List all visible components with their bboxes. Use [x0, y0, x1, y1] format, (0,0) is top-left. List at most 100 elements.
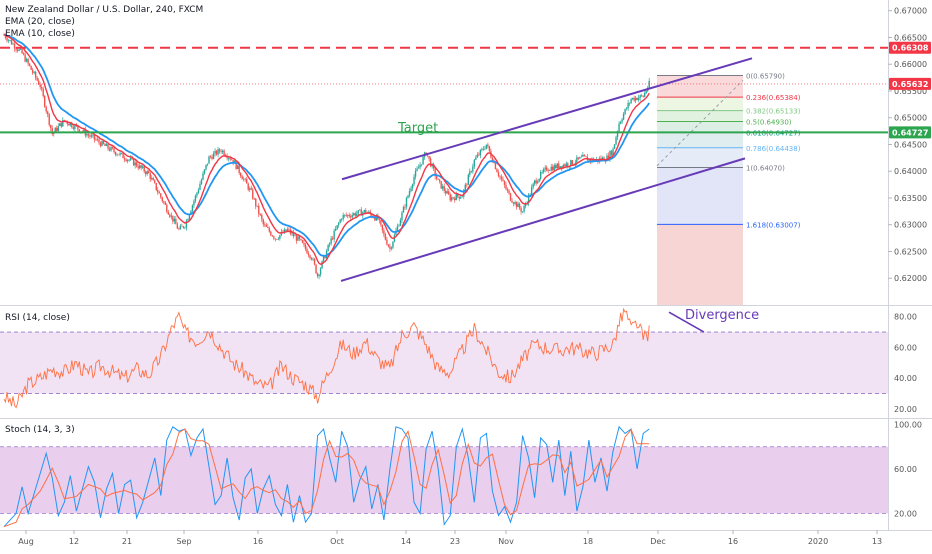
candle-body [9, 40, 11, 41]
stoch-tick-label: 20.00 [894, 509, 917, 518]
candle-body [111, 147, 114, 149]
candle-body [552, 166, 554, 171]
candle-body [252, 189, 254, 199]
candle-body [318, 274, 320, 277]
candle-body [15, 48, 17, 50]
candle-body [331, 238, 334, 240]
price-tag-label: 0.66308 [892, 44, 929, 53]
channel-lower-line[interactable] [340, 157, 746, 282]
candle-body [630, 99, 632, 103]
fib-zone [657, 224, 743, 305]
candle-body [107, 144, 109, 149]
ema10-line[interactable] [3, 34, 650, 265]
candle-body [556, 163, 558, 169]
candle-body [123, 158, 126, 160]
candle-body [342, 215, 344, 220]
divergence-label: Divergence [685, 308, 759, 323]
candle-body [267, 226, 269, 228]
candle-body [616, 131, 619, 138]
candle-body [277, 238, 280, 240]
candle-body [56, 127, 58, 131]
fib-level-label: 0(0.65790) [746, 72, 785, 80]
candle-body [488, 146, 491, 152]
ema20-line[interactable] [3, 33, 650, 257]
candle-body [247, 183, 249, 190]
candle-body [182, 226, 185, 228]
candle-body [455, 194, 457, 201]
candle-body [469, 171, 471, 175]
channel-upper-line[interactable] [341, 57, 753, 181]
candle-body [404, 206, 406, 208]
candle-body [42, 88, 44, 97]
candle-body [440, 181, 442, 189]
candle-body [365, 210, 367, 213]
candle-body [96, 139, 99, 141]
candle-body [7, 40, 10, 41]
candle-body [59, 123, 61, 127]
price-tick-label: 0.62500 [894, 247, 927, 256]
candle-body [443, 186, 445, 191]
candle-body [77, 126, 79, 130]
candle-body [265, 224, 268, 227]
candle-body [353, 213, 355, 215]
candle-body [126, 159, 129, 162]
candle-body [283, 229, 286, 234]
candle-body [517, 203, 519, 208]
candle-body [399, 219, 402, 226]
candle-body [509, 193, 512, 201]
candle-body [631, 97, 634, 100]
candle-body [446, 191, 448, 194]
candle-body [321, 261, 323, 269]
candle-body [561, 166, 563, 169]
candle-body [264, 224, 266, 225]
candle-body [258, 205, 260, 214]
candle-body [167, 211, 170, 215]
candle-body [333, 230, 335, 240]
candle-body [262, 219, 264, 225]
candle-body [128, 159, 130, 161]
fib-level-label: 0.236(0.65384) [746, 94, 801, 102]
candle-body [226, 156, 228, 159]
candle-body [68, 123, 70, 126]
candle-body [220, 151, 222, 152]
candle-body [484, 148, 486, 150]
candle-body [143, 166, 145, 172]
time-tick-label: Nov [498, 537, 514, 546]
candle-body [619, 121, 622, 124]
candle-body [422, 156, 424, 165]
candle-body [499, 175, 501, 177]
candle-body [187, 219, 189, 221]
candle-body [13, 43, 16, 49]
candle-body [223, 150, 225, 156]
rsi-line[interactable] [3, 307, 650, 409]
price-tag [889, 41, 931, 54]
candle-body [125, 159, 127, 162]
stoch-d-line[interactable] [3, 428, 650, 528]
candle-body [467, 174, 470, 185]
candle-body [535, 180, 537, 184]
fib-zone [657, 75, 743, 98]
candle-body [250, 188, 252, 190]
candle-body [194, 195, 197, 201]
candle-body [420, 164, 423, 165]
candle-body [523, 205, 525, 212]
fib-zone [657, 97, 743, 111]
candle-body [179, 225, 182, 230]
stoch-band [0, 446, 888, 514]
candle-body [413, 176, 415, 185]
divergence-line[interactable] [668, 311, 705, 333]
candle-body [359, 209, 361, 211]
candle-body [170, 215, 173, 217]
candle-body [256, 205, 258, 207]
candle-body [119, 153, 121, 155]
candle-body [536, 181, 539, 184]
candle-body [178, 228, 180, 230]
candle-body [380, 220, 382, 225]
candle-body [615, 137, 617, 145]
candle-body [390, 247, 393, 249]
candle-body [514, 201, 516, 204]
time-tick-label: 23 [450, 537, 460, 546]
candle-body [99, 142, 102, 147]
